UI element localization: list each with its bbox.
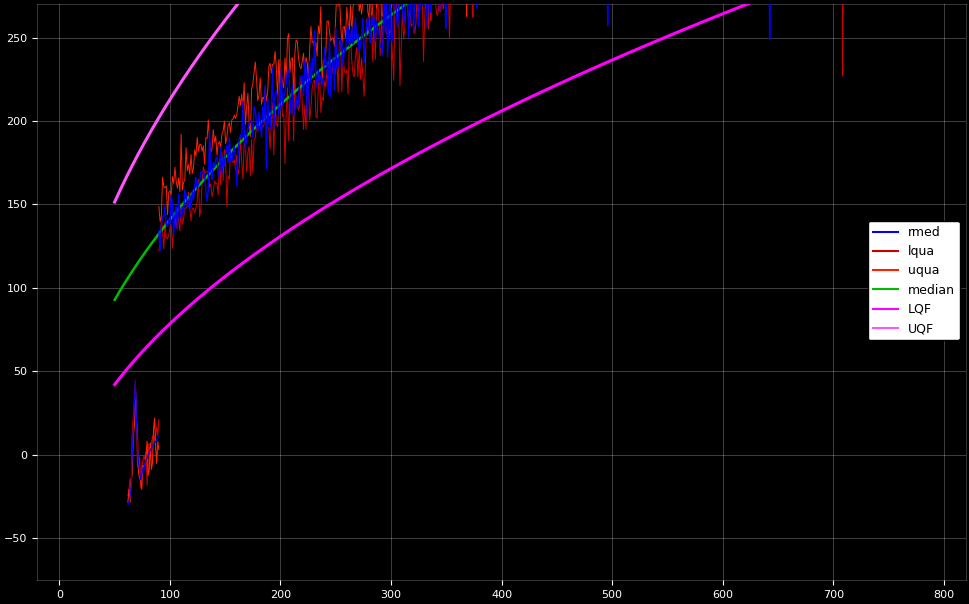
Legend: rmed, lqua, uqua, median, LQF, UQF: rmed, lqua, uqua, median, LQF, UQF xyxy=(866,221,958,340)
